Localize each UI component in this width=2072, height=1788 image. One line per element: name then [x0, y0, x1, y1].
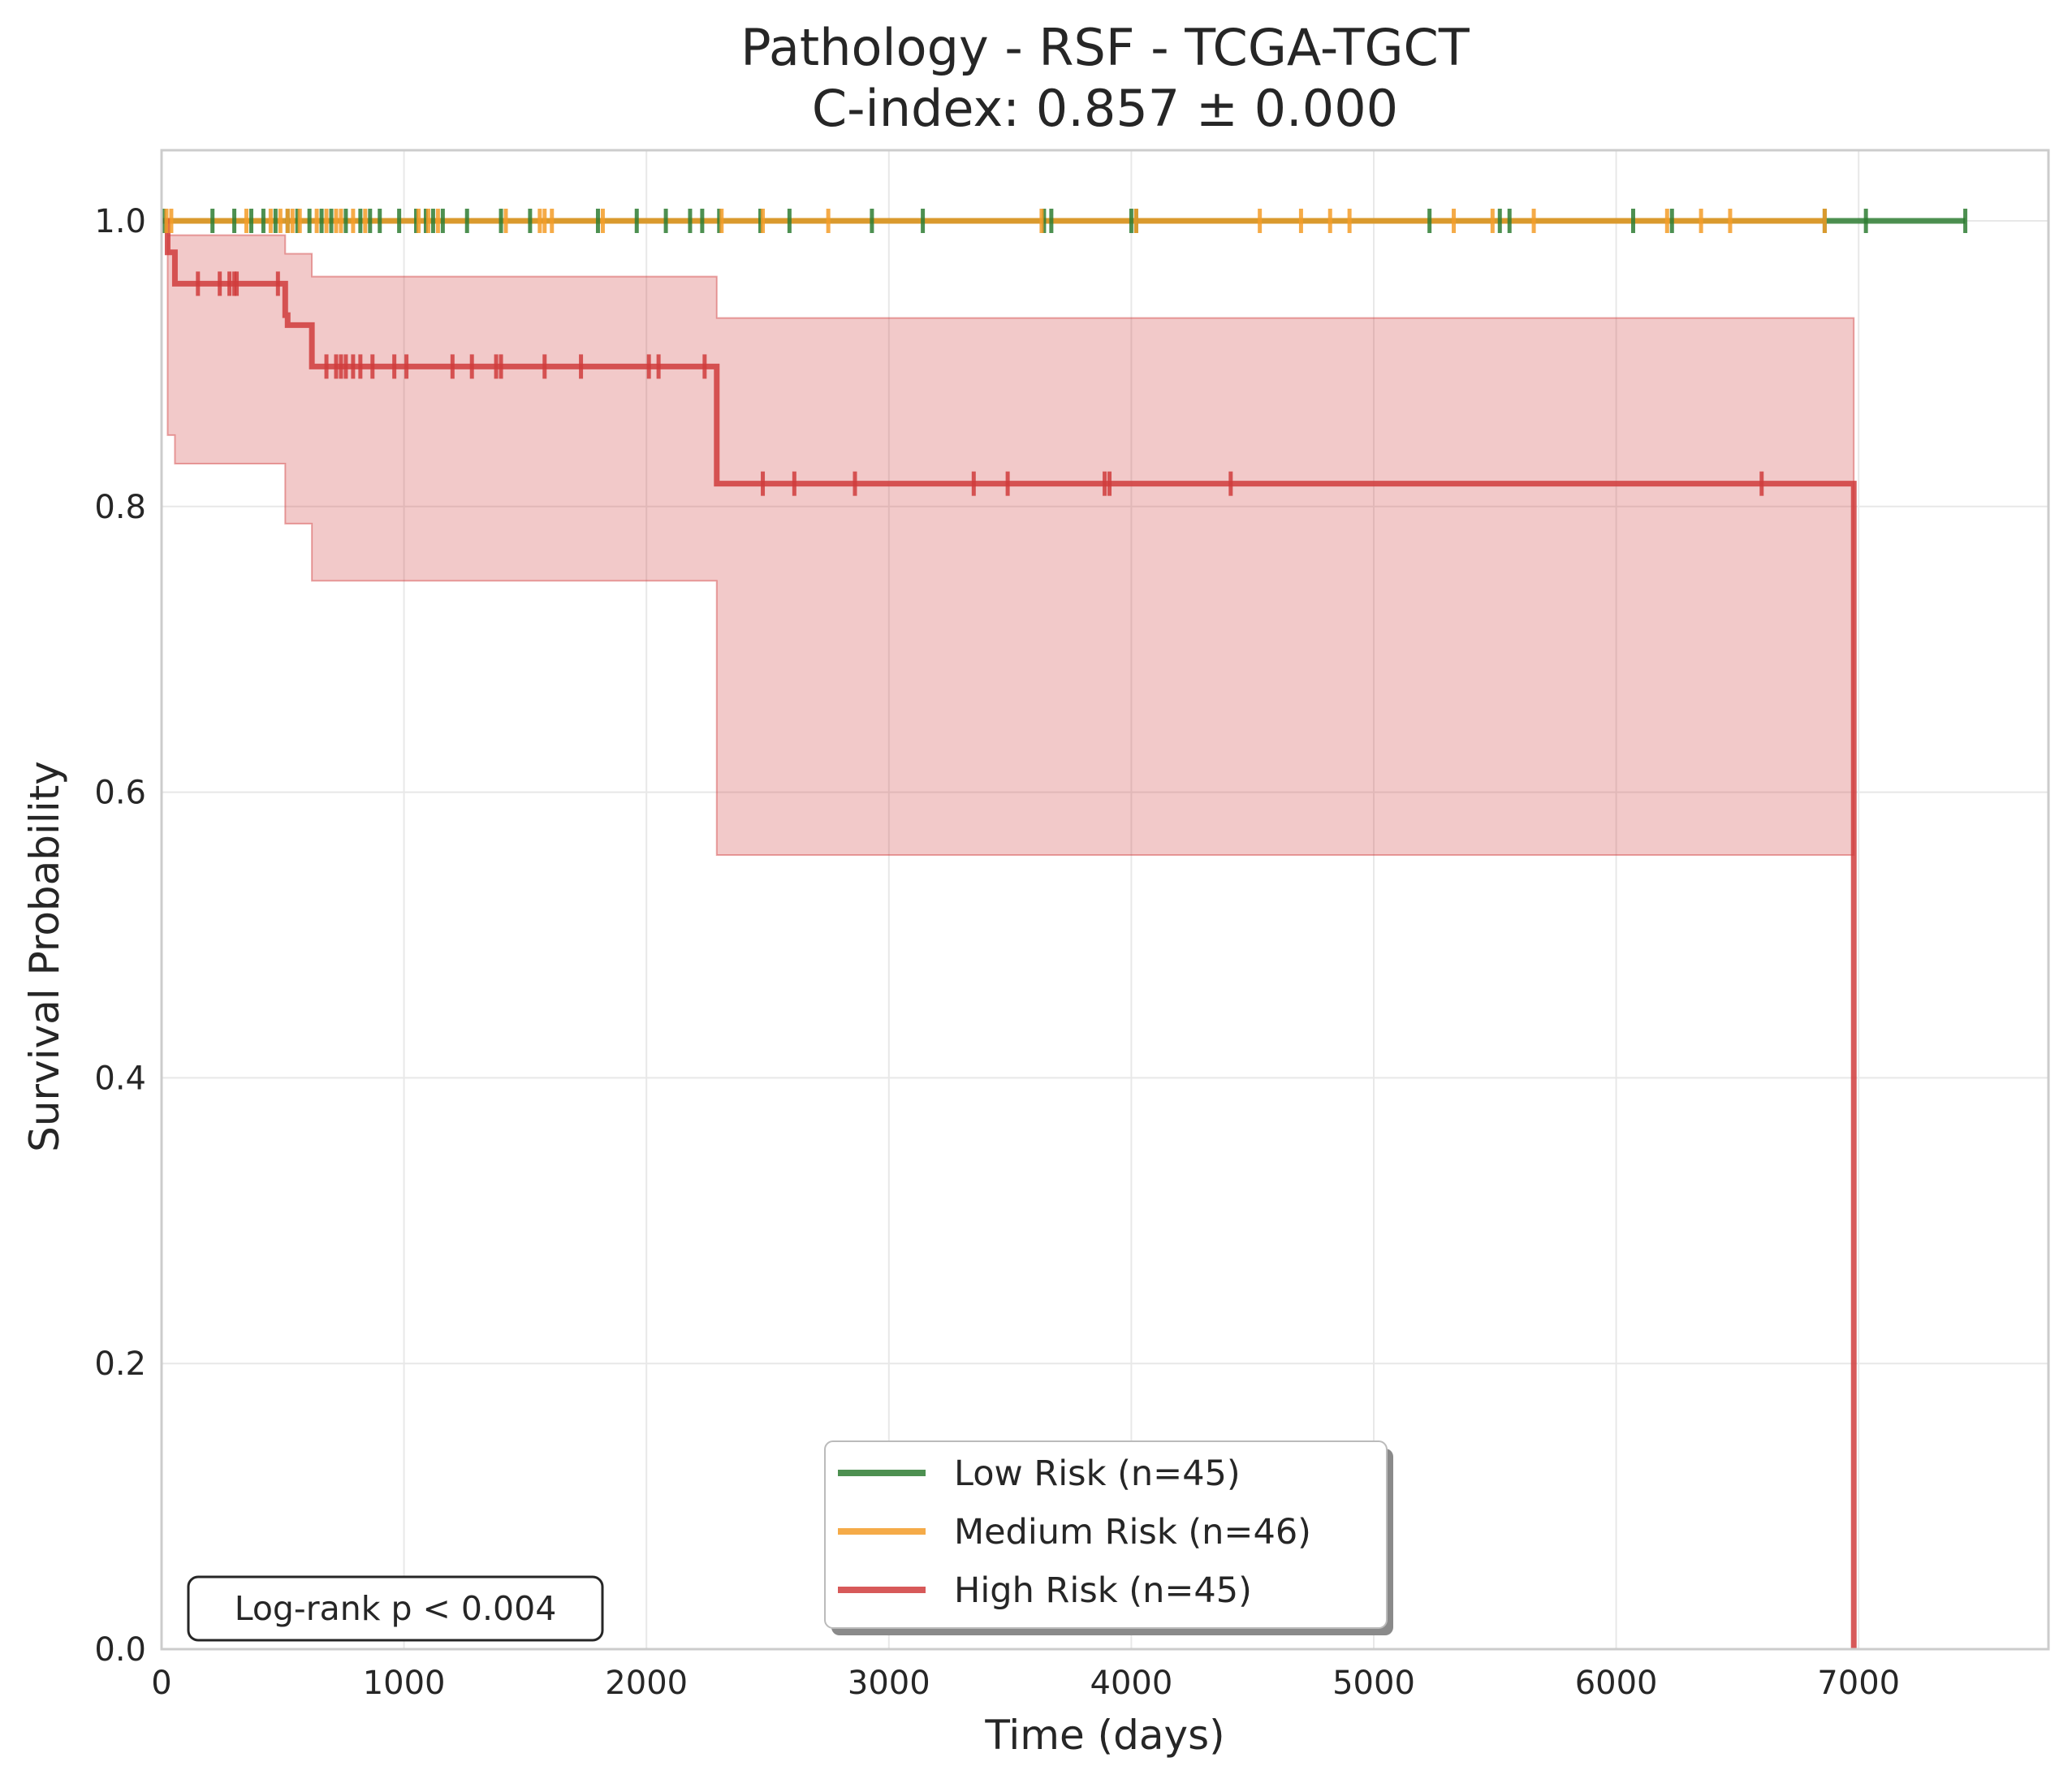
- x-tick-label: 2000: [605, 1665, 688, 1702]
- annotation-box: Log-rank p < 0.004: [187, 1575, 604, 1642]
- legend-label: Medium Risk (n=46): [954, 1512, 1311, 1553]
- x-tick-label: 5000: [1332, 1665, 1415, 1702]
- tick-labels: 0 1000 2000 3000 4000 5000 6000 7000 0.0 0.2 0.4 0.…: [94, 203, 1900, 1702]
- x-tick-label: 0: [151, 1665, 171, 1702]
- chart-title: Pathology - RSF - TCGA-TGCT: [740, 18, 1470, 77]
- log-rank-annotation: Log-rank p < 0.004: [235, 1589, 557, 1628]
- legend-frame: [824, 1440, 1388, 1629]
- plot-frame: [160, 149, 2050, 1651]
- legend-label: Low Risk (n=45): [954, 1453, 1241, 1494]
- y-tick-label: 0.2: [94, 1345, 146, 1383]
- y-tick-label: 0.0: [94, 1631, 146, 1669]
- annotation-frame: [187, 1575, 604, 1642]
- x-tick-label: 3000: [848, 1665, 930, 1702]
- y-tick-label: 1.0: [94, 203, 146, 240]
- legend-label: High Risk (n=45): [954, 1570, 1252, 1611]
- legend-entries: Low Risk (n=45) Medium Risk (n=46) High Ri…: [838, 1453, 1311, 1611]
- y-tick-label: 0.4: [94, 1060, 146, 1097]
- x-tick-label: 4000: [1090, 1665, 1173, 1702]
- chart-subtitle: C-index: 0.857 ± 0.000: [812, 79, 1398, 138]
- y-tick-label: 0.8: [94, 489, 146, 526]
- x-tick-label: 1000: [363, 1665, 446, 1702]
- confidence-band: [162, 220, 1855, 856]
- confidence-bands: [162, 220, 1855, 856]
- survival-curve: [162, 218, 1857, 1649]
- y-tick-label: 0.6: [94, 775, 146, 812]
- x-axis-label: Time (days): [984, 1712, 1224, 1759]
- legend: Low Risk (n=45) Medium Risk (n=46) High Ri…: [824, 1440, 1393, 1635]
- censor-marks: [162, 209, 1968, 496]
- x-tick-label: 6000: [1575, 1665, 1658, 1702]
- y-axis-label: Survival Probability: [21, 761, 68, 1152]
- x-tick-label: 7000: [1817, 1665, 1900, 1702]
